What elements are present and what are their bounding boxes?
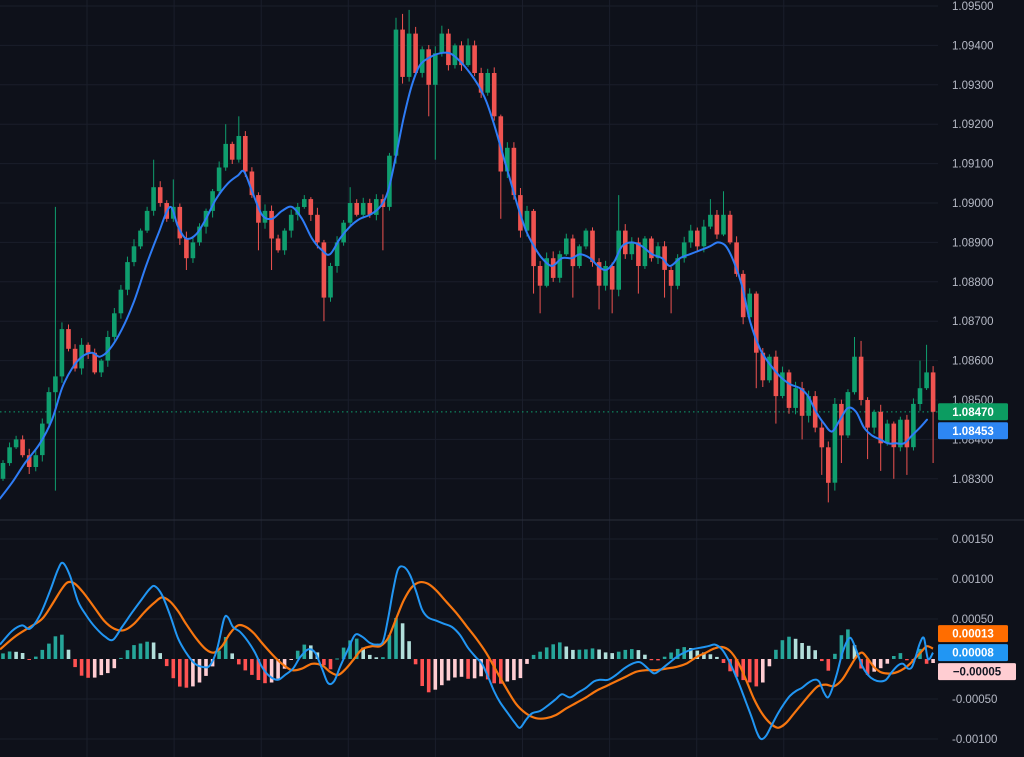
axis-tick-label: 1.09400 xyxy=(952,40,994,52)
last-price-label-text: 1.08470 xyxy=(952,407,994,419)
indicator-pane[interactable] xyxy=(0,561,935,741)
axis-badges: 1.08470 1.08453 0.00013 0.00008 −0.00005 xyxy=(938,403,1016,681)
price-axis[interactable]: 1.09500 1.09400 1.09300 1.09200 1.09100 1.090… xyxy=(952,1,997,746)
macd-signal-line xyxy=(0,580,934,729)
axis-tick-label: 1.09500 xyxy=(952,1,994,13)
axis-tick-label: 1.08600 xyxy=(952,356,994,368)
axis-tick-label: 1.09200 xyxy=(952,119,994,131)
axis-tick-label: 0.00150 xyxy=(952,534,994,546)
axis-tick-label: -0.00100 xyxy=(952,734,997,746)
ma-value-label-text: 1.08453 xyxy=(952,426,994,438)
axis-tick-label: 1.09100 xyxy=(952,159,994,171)
macd-line-label xyxy=(938,644,1008,662)
axis-tick-label: 1.08300 xyxy=(952,474,994,486)
axis-tick-label: 1.09300 xyxy=(952,80,994,92)
axis-tick-label: 1.08700 xyxy=(952,316,994,328)
axis-tick-label: 1.08900 xyxy=(952,237,994,249)
axis-tick-label: 0.00100 xyxy=(952,574,994,586)
last-price-label xyxy=(938,403,1008,421)
axis-tick-label: 1.09000 xyxy=(952,198,994,210)
macd-line-label-text: 0.00008 xyxy=(952,648,994,660)
axis-tick-label: 1.08800 xyxy=(952,277,994,289)
macd-signal-label xyxy=(938,625,1008,643)
axis-tick-label: 0.00050 xyxy=(952,614,994,626)
axis-tick-label: -0.00050 xyxy=(952,694,997,706)
ma-line xyxy=(0,51,928,500)
macd-signal-label-text: 0.00013 xyxy=(952,629,994,641)
main-pane[interactable] xyxy=(0,9,938,503)
macd-hist-label-text: −0.00005 xyxy=(953,667,1002,679)
ma-value-label xyxy=(938,422,1008,440)
macd-hist-label xyxy=(938,663,1016,681)
macd-main-line xyxy=(0,561,934,741)
